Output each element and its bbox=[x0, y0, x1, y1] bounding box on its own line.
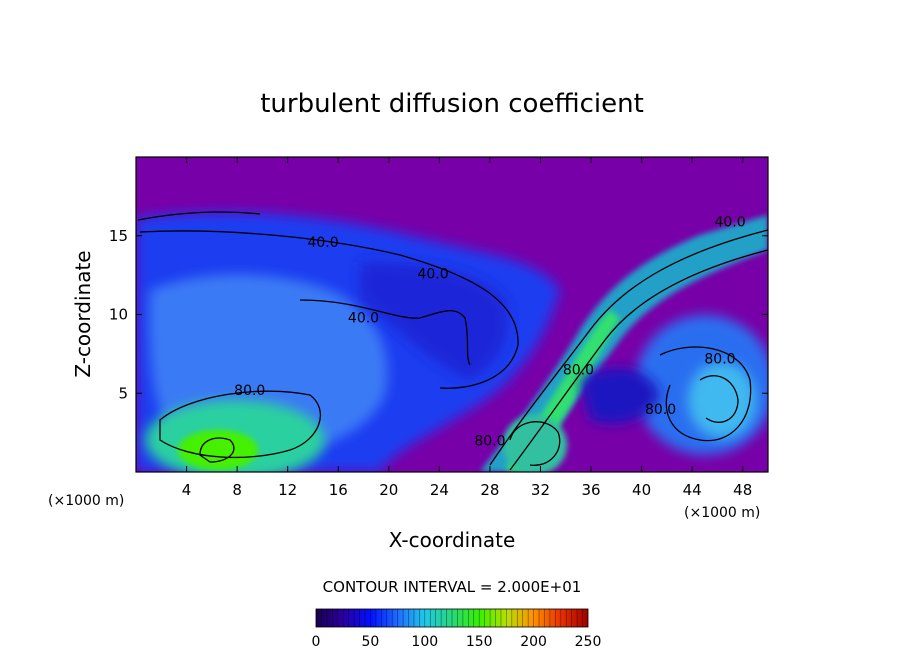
colorbar-tick-label: 50 bbox=[361, 634, 379, 650]
contour-right-2 bbox=[699, 375, 739, 423]
contour-label: 40.0 bbox=[307, 235, 338, 251]
field-left-blue-core bbox=[360, 262, 509, 380]
contour-label: 80.0 bbox=[704, 352, 735, 368]
x-tick-label: 24 bbox=[430, 481, 449, 499]
x-tick-label: 48 bbox=[733, 481, 752, 499]
contour-80-left bbox=[159, 390, 321, 459]
heatmap-field: 40.0 40.0 40.0 80.0 80.0 80.0 40.0 80.0 80.0 bbox=[136, 157, 768, 472]
x-unit-left: (×1000 m) bbox=[48, 493, 124, 509]
colorbar-stripes bbox=[321, 609, 583, 627]
contour-40-left bbox=[139, 230, 519, 389]
x-axis: 4 8 12 16 20 24 28 32 36 40 44 48 bbox=[182, 157, 752, 499]
y-axis: 5 10 15 bbox=[109, 227, 768, 402]
x-tick-label: 8 bbox=[232, 481, 242, 499]
x-tick-label: 16 bbox=[329, 481, 348, 499]
contour-labels: 40.0 40.0 40.0 80.0 80.0 80.0 40.0 80.0 80.0 bbox=[234, 215, 745, 450]
contour-front-1 bbox=[489, 229, 768, 466]
contour-top-left bbox=[137, 211, 261, 221]
contour-right-1 bbox=[659, 346, 752, 442]
x-tick-label: 44 bbox=[683, 481, 702, 499]
contour-interval: CONTOUR INTERVAL = 2.000E+01 bbox=[323, 578, 582, 596]
x-axis-label: X-coordinate bbox=[389, 528, 516, 552]
colorbar-tick-label: 150 bbox=[466, 634, 493, 650]
colorbar-tick-label: 100 bbox=[411, 634, 438, 650]
contour-label: 80.0 bbox=[474, 434, 505, 450]
colorbar-tick-label: 0 bbox=[312, 634, 321, 650]
x-unit-right: (×1000 m) bbox=[684, 505, 760, 521]
y-tick-label: 5 bbox=[118, 384, 128, 402]
colorbar-tick-label: 200 bbox=[520, 634, 547, 650]
colorbar: 0 50 100 150 200 250 bbox=[312, 608, 602, 650]
x-tick-label: 20 bbox=[379, 481, 398, 499]
colorbar-ticks: 0 50 100 150 200 250 bbox=[312, 634, 602, 650]
x-tick-label: 4 bbox=[182, 481, 192, 499]
contour-40-mid bbox=[299, 299, 471, 366]
contour-label: 80.0 bbox=[645, 402, 676, 418]
contour-label: 40.0 bbox=[348, 311, 379, 327]
field-lowleft-peak bbox=[178, 430, 258, 470]
contour-lines bbox=[137, 211, 768, 471]
chart-title: turbulent diffusion coefficient bbox=[260, 89, 644, 119]
contour-label: 40.0 bbox=[714, 215, 745, 231]
x-tick-label: 32 bbox=[531, 481, 550, 499]
y-axis-label: Z-coordinate bbox=[71, 250, 95, 377]
contour-100-left bbox=[199, 437, 235, 463]
contour-bottom-vortex bbox=[509, 421, 561, 466]
field-mid-dark bbox=[580, 368, 660, 424]
contour-label: 40.0 bbox=[417, 267, 448, 283]
contour-front-2 bbox=[509, 249, 768, 471]
x-tick-label: 40 bbox=[632, 481, 651, 499]
y-tick-label: 10 bbox=[109, 306, 128, 324]
x-tick-label: 12 bbox=[278, 481, 297, 499]
contour-label: 80.0 bbox=[563, 363, 594, 379]
y-tick-label: 15 bbox=[109, 227, 128, 245]
x-tick-label: 28 bbox=[480, 481, 499, 499]
x-tick-label: 36 bbox=[581, 481, 600, 499]
contour-label: 80.0 bbox=[234, 383, 265, 399]
colorbar-tick-label: 250 bbox=[575, 634, 602, 650]
field-right-vortex-inner bbox=[688, 362, 756, 438]
